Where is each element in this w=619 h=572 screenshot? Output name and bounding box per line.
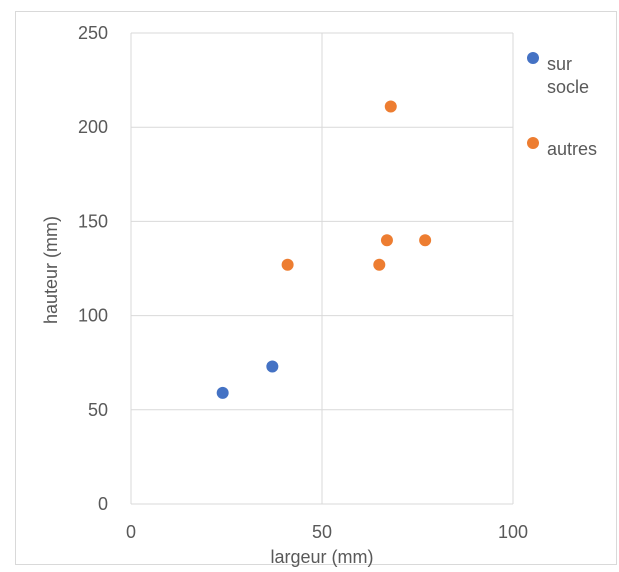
data-point	[281, 258, 294, 271]
x-tick-label: 0	[126, 522, 136, 542]
legend-marker	[527, 52, 539, 64]
y-tick-label: 0	[98, 494, 108, 514]
y-axis-title: hauteur (mm)	[41, 216, 61, 324]
data-point	[380, 234, 393, 247]
x-axis-title: largeur (mm)	[270, 547, 373, 567]
x-tick-label: 100	[498, 522, 528, 542]
x-tick-label: 50	[312, 522, 332, 542]
data-point	[216, 386, 229, 399]
legend: sur socle autres	[527, 52, 597, 159]
data-point	[419, 234, 432, 247]
y-tick-label: 250	[78, 23, 108, 43]
data-points	[216, 100, 432, 399]
gridlines	[130, 32, 514, 505]
tick-labels: 0 50 100 0 50 100 150 200 250	[78, 23, 528, 542]
data-point	[384, 100, 397, 113]
data-point	[266, 360, 279, 373]
legend-label: sur socle	[547, 54, 589, 97]
legend-marker	[527, 137, 539, 149]
data-point	[373, 258, 386, 271]
y-tick-label: 100	[78, 306, 108, 326]
y-tick-label: 50	[88, 400, 108, 420]
y-tick-label: 200	[78, 117, 108, 137]
legend-label: autres	[547, 139, 597, 159]
chart-border	[15, 11, 617, 565]
y-tick-label: 150	[78, 211, 108, 231]
